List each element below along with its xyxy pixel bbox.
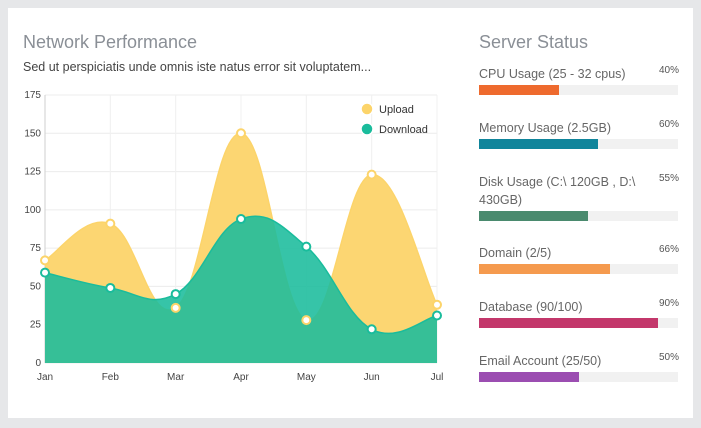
status-percent: 60% (658, 119, 679, 130)
progress-fill (479, 318, 659, 328)
server-status-title: Server Status (479, 32, 589, 52)
status-percent: 55% (658, 173, 679, 184)
data-point-upload (236, 128, 246, 139)
y-tick-label: 25 (30, 320, 42, 331)
status-percent: 40% (658, 65, 679, 76)
progress-track (479, 85, 678, 95)
y-tick-label: 175 (24, 90, 41, 101)
data-point-upload (40, 255, 50, 266)
data-point-download (366, 324, 377, 335)
data-point-download (301, 241, 312, 252)
progress-fill (479, 372, 579, 382)
progress-track (479, 372, 678, 382)
x-tick-label: Feb (102, 372, 120, 383)
dashboard-card: Network Performance Sed ut perspiciatis … (8, 8, 693, 418)
y-tick-label: 50 (30, 281, 42, 292)
progress-track (479, 318, 678, 328)
progress-track (479, 139, 678, 149)
x-tick-label: Jan (37, 372, 53, 383)
x-tick-label: Mar (167, 372, 185, 383)
data-point-upload (170, 302, 181, 313)
data-point-upload (432, 299, 442, 310)
network-title: Network Performance (23, 32, 198, 52)
data-point-upload (105, 218, 116, 229)
network-chart: 0 25 50 75 100 125 150 175 Jan Feb Mar Apr May Jun Jul… (24, 90, 444, 383)
x-tick-label: May (297, 372, 316, 383)
y-tick-label: 0 (35, 358, 41, 369)
data-point-download (105, 282, 116, 293)
y-tick-label: 125 (24, 167, 41, 178)
status-label: Database (90/100) (479, 300, 583, 314)
x-tick-label: Apr (233, 372, 249, 383)
progress-fill (479, 211, 589, 221)
status-label: Email Account (25/50) (479, 354, 602, 368)
y-tick-label: 75 (30, 243, 42, 254)
data-point-download (236, 214, 246, 225)
status-percent: 90% (658, 298, 679, 309)
data-point-upload (301, 315, 312, 326)
data-point-download (170, 289, 181, 300)
data-point-upload (366, 169, 377, 180)
progress-track (479, 211, 678, 221)
progress-track (479, 264, 678, 274)
progress-fill (479, 264, 611, 274)
status-label: CPU Usage (25 - 32 cpus) (479, 67, 626, 81)
legend-marker (360, 102, 374, 116)
status-label: Memory Usage (2.5GB) (479, 121, 611, 135)
legend-label: Upload (379, 104, 414, 116)
status-percent: 66% (658, 244, 679, 255)
status-label: Disk Usage (C:\ 120GB , D:\ 430GB) (479, 175, 636, 207)
network-subtitle: Sed ut perspiciatis unde omnis iste natu… (23, 60, 372, 74)
legend-marker (360, 122, 374, 136)
x-tick-label: Jun (364, 372, 380, 383)
data-point-download (432, 310, 442, 321)
series-area-download (45, 216, 437, 363)
legend-label: Download (379, 124, 428, 136)
progress-fill (479, 139, 599, 149)
status-label: Domain (2/5) (479, 246, 552, 260)
progress-fill (479, 85, 559, 95)
status-percent: 50% (658, 352, 679, 363)
y-tick-label: 100 (24, 205, 41, 216)
x-tick-label: Jul (431, 372, 444, 383)
y-tick-label: 150 (24, 128, 41, 139)
data-point-download (40, 267, 50, 278)
